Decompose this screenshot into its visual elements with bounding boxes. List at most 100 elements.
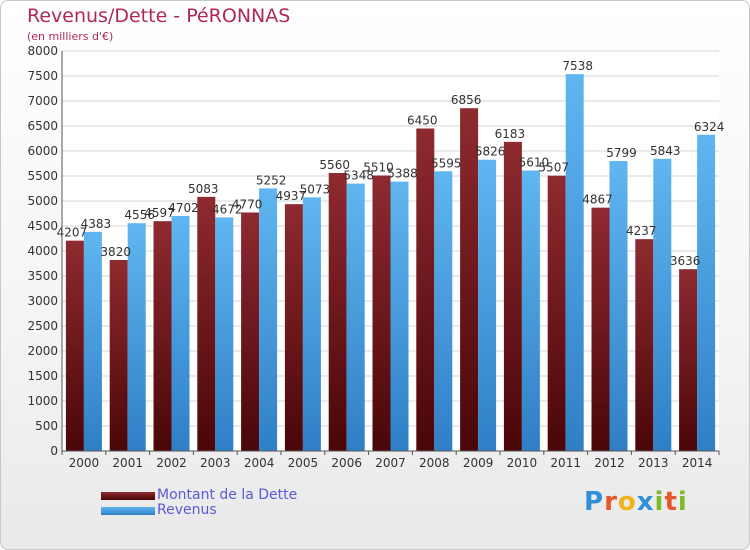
data-label-revenus: 5610 — [519, 156, 550, 170]
bar-dette — [241, 212, 260, 451]
bar-dette — [109, 260, 128, 451]
y-tick-label: 0 — [50, 444, 58, 458]
bar-revenus — [127, 223, 146, 451]
x-tick-label: 2012 — [594, 456, 625, 470]
bar-revenus — [302, 197, 321, 451]
bar-dette — [591, 207, 610, 451]
x-tick-label: 2006 — [331, 456, 362, 470]
bar-dette — [503, 141, 522, 451]
data-label-revenus: 4556 — [124, 208, 155, 222]
x-tick-label: 2002 — [156, 456, 187, 470]
logo-letter: x — [636, 487, 655, 517]
data-label-dette: 4237 — [626, 224, 657, 238]
x-tick-label: 2009 — [463, 456, 494, 470]
bar-dette — [153, 221, 172, 451]
data-label-revenus: 5799 — [606, 146, 637, 160]
data-label-dette: 5510 — [363, 161, 394, 175]
legend-swatch-dette — [101, 492, 155, 500]
x-tick-label: 2003 — [200, 456, 231, 470]
bar-revenus — [609, 161, 628, 452]
y-tick-label: 5000 — [27, 194, 58, 208]
data-label-revenus: 7538 — [562, 59, 593, 73]
bar-dette — [460, 108, 479, 451]
data-label-revenus: 5826 — [475, 145, 506, 159]
y-tick-label: 1000 — [27, 394, 58, 408]
data-label-dette: 3820 — [100, 245, 131, 259]
bar-revenus — [346, 183, 365, 451]
data-label-revenus: 4702 — [168, 201, 199, 215]
y-tick-label: 6000 — [27, 144, 58, 158]
bar-revenus — [434, 171, 453, 451]
bar-dette — [635, 239, 654, 451]
bar-dette — [65, 240, 84, 451]
bar-revenus — [215, 217, 234, 451]
data-label-dette: 4937 — [276, 189, 307, 203]
y-tick-label: 4000 — [27, 244, 58, 258]
x-tick-label: 2014 — [682, 456, 713, 470]
bar-dette — [547, 175, 566, 451]
bar-dette — [284, 204, 303, 451]
x-tick-label: 2004 — [244, 456, 275, 470]
y-tick-label: 3500 — [27, 269, 58, 283]
data-label-dette: 6183 — [495, 127, 526, 141]
proxiti-logo: Proxiti — [584, 487, 688, 517]
logo-letter: P — [584, 487, 605, 517]
bar-revenus — [565, 74, 584, 451]
data-label-dette: 4207 — [57, 226, 88, 240]
y-tick-label: 4500 — [27, 219, 58, 233]
logo-letter: t — [664, 487, 678, 517]
bar-revenus — [697, 134, 716, 452]
logo-letter: o — [617, 487, 637, 517]
data-label-dette: 5083 — [188, 182, 219, 196]
data-label-revenus: 5388 — [387, 167, 418, 181]
legend-swatch-revenus — [101, 507, 155, 515]
chart-subtitle: (en milliers d'€) — [27, 30, 114, 43]
data-label-revenus: 4383 — [81, 217, 112, 231]
x-tick-label: 2008 — [419, 456, 450, 470]
legend-label-dette: Montant de la Dette — [157, 487, 298, 503]
x-tick-label: 2007 — [375, 456, 406, 470]
y-tick-label: 2500 — [27, 319, 58, 333]
chart-title: Revenus/Dette - PéRONNAS — [27, 5, 291, 27]
data-label-dette: 6856 — [451, 93, 482, 107]
data-label-dette: 4867 — [582, 193, 613, 207]
data-label-revenus: 5073 — [300, 182, 331, 196]
bar-revenus — [521, 170, 540, 451]
y-tick-label: 5500 — [27, 169, 58, 183]
data-label-revenus: 5843 — [650, 144, 681, 158]
legend-label-revenus: Revenus — [157, 502, 217, 518]
y-tick-label: 7000 — [27, 94, 58, 108]
data-label-dette: 5507 — [538, 161, 569, 175]
x-tick-label: 2011 — [550, 456, 581, 470]
data-label-revenus: 5252 — [256, 173, 287, 187]
data-label-revenus: 4672 — [212, 202, 243, 216]
bar-revenus — [390, 181, 409, 451]
bar-dette — [679, 269, 698, 451]
bar-revenus — [83, 231, 102, 451]
bar-revenus — [653, 158, 672, 451]
y-tick-label: 7500 — [27, 69, 58, 83]
x-tick-label: 2013 — [638, 456, 669, 470]
data-label-revenus: 6324 — [694, 120, 725, 134]
y-tick-label: 6500 — [27, 119, 58, 133]
logo-letter: r — [604, 487, 618, 517]
y-tick-label: 1500 — [27, 369, 58, 383]
bar-dette — [328, 173, 347, 451]
x-tick-label: 2005 — [288, 456, 319, 470]
x-tick-label: 2000 — [69, 456, 100, 470]
data-label-dette: 6450 — [407, 114, 438, 128]
data-label-dette: 4770 — [232, 198, 263, 212]
x-tick-label: 2001 — [112, 456, 143, 470]
data-label-revenus: 5595 — [431, 156, 462, 170]
logo-letter: i — [654, 487, 665, 517]
y-tick-label: 8000 — [27, 44, 58, 58]
data-label-dette: 5560 — [319, 158, 350, 172]
y-tick-label: 3000 — [27, 294, 58, 308]
y-tick-label: 500 — [35, 419, 58, 433]
y-tick-label: 2000 — [27, 344, 58, 358]
data-label-revenus: 5348 — [343, 169, 374, 183]
data-label-dette: 4597 — [144, 206, 175, 220]
bar-dette — [416, 128, 435, 451]
